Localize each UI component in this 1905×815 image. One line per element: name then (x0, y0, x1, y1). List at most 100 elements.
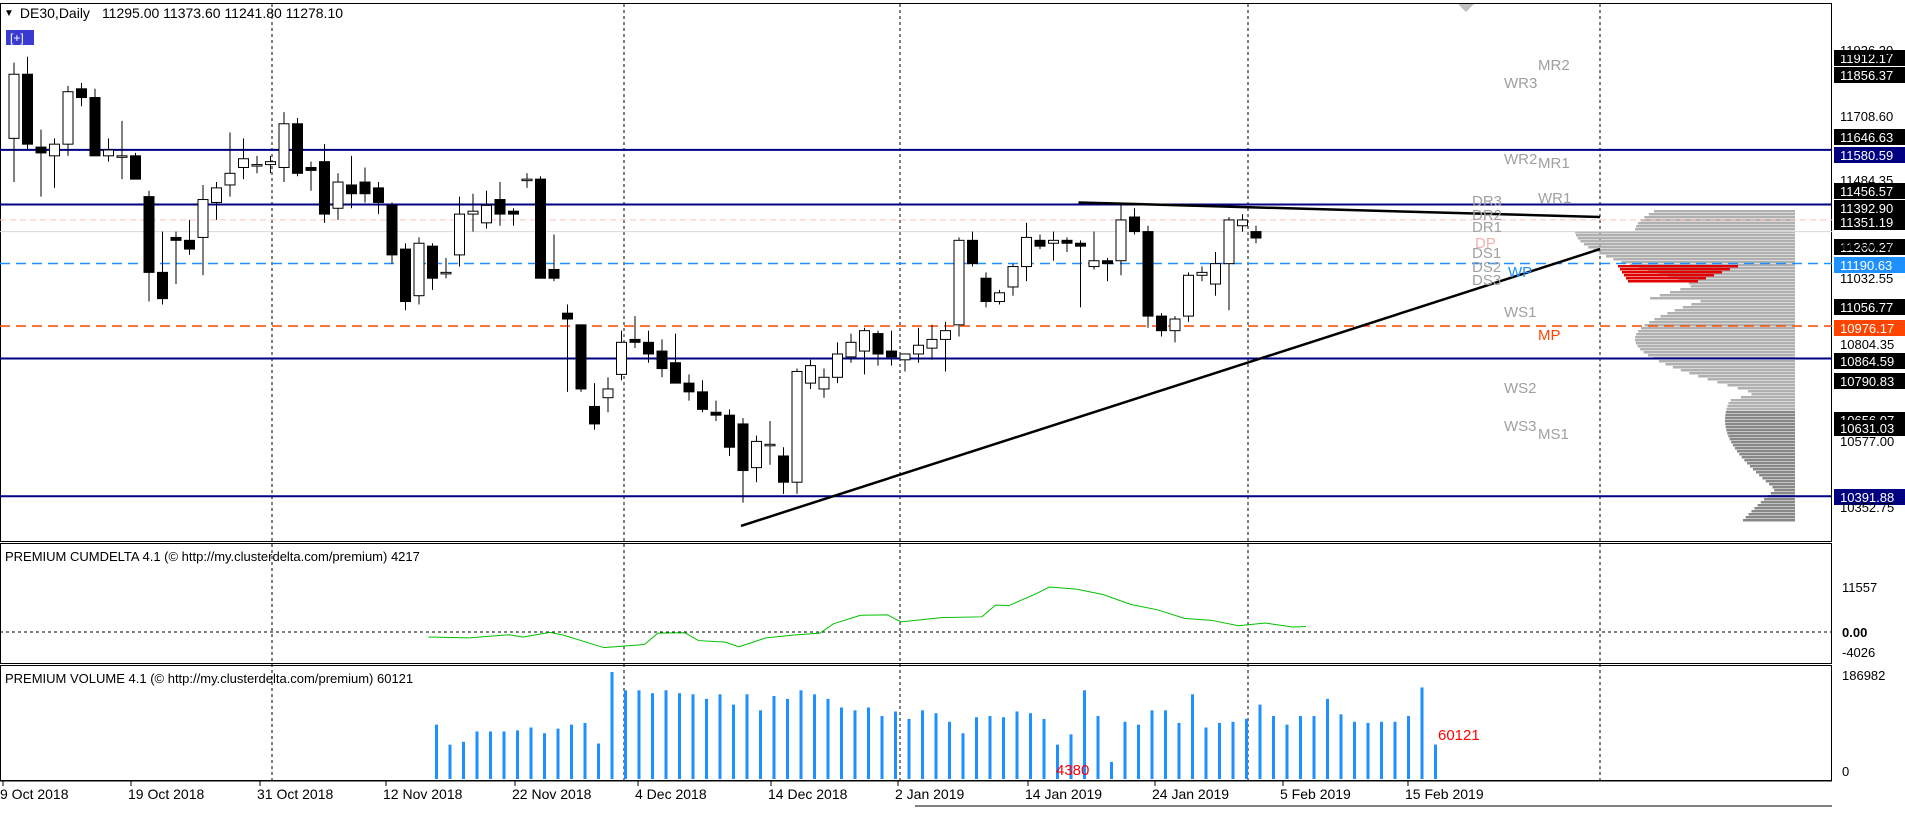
volume-bar (1029, 713, 1032, 779)
price-tag (1834, 129, 1905, 145)
profile-bar (1636, 333, 1795, 336)
profile-bar (1745, 516, 1795, 519)
profile-bar (1764, 498, 1795, 501)
menu-arrow-icon[interactable]: ▼ (4, 7, 14, 19)
volume-bar (1069, 734, 1073, 779)
profile-bar (1732, 444, 1795, 447)
candle-body (818, 376, 830, 390)
profile-bar (1648, 213, 1795, 216)
pivot-label-mp: MP (1538, 327, 1561, 344)
profile-bar (1770, 492, 1795, 495)
time-axis[interactable]: 9 Oct 2018 19 Oct 2018 31 Oct 2018 12 Nov 2… (0, 781, 1832, 807)
profile-bar (1575, 234, 1795, 237)
candle-body (89, 97, 101, 157)
price-tag (1834, 299, 1905, 315)
volume-bar (1164, 710, 1167, 779)
candle-body (1237, 219, 1248, 227)
pivot-label-wr2: WR2 (1504, 151, 1537, 168)
trendlines[interactable] (740, 201, 1601, 528)
profile-bar (1754, 507, 1795, 510)
volume-bar (732, 704, 735, 779)
price-axis[interactable]: 11936.30 11708.60 11484.35 11260.27 1103… (1840, 43, 1894, 515)
volume-bar (475, 731, 479, 779)
profile-poc-bar (1618, 265, 1738, 268)
volume-bar (1177, 722, 1181, 779)
candle-body (130, 155, 141, 180)
volume-bar (1056, 744, 1059, 779)
price-axis-label: 11260.27 (1840, 238, 1893, 253)
pivot-label-ds3: DS3 (1472, 272, 1501, 289)
candle-body (764, 443, 776, 447)
candle-body (103, 149, 114, 157)
candle-body (224, 172, 236, 186)
candle-body (643, 341, 654, 355)
profile-bar (1741, 456, 1795, 459)
volume-bar (1015, 711, 1019, 779)
volume-bar (1299, 716, 1302, 779)
volume-bar (718, 694, 722, 779)
volume-bar (543, 733, 546, 779)
volume-bar (772, 696, 776, 779)
volume-bar (1272, 716, 1275, 779)
price-tag (1834, 147, 1905, 163)
candle-body (346, 184, 357, 195)
profile-bar (1727, 405, 1795, 408)
price-axis-label: 10577.00 (1840, 434, 1894, 449)
trendline-support (740, 247, 1601, 528)
shift-marker-icon[interactable] (1458, 4, 1474, 12)
profile-bar (1749, 465, 1795, 468)
volume-bar (1420, 687, 1424, 779)
volume-bar (961, 733, 965, 779)
candle-body (76, 88, 87, 99)
price-tag (1834, 353, 1905, 369)
volume-bar (1110, 761, 1113, 779)
candle-body (184, 239, 195, 250)
candle-body (1183, 274, 1194, 317)
profile-bar (1725, 417, 1795, 420)
candle-body (494, 199, 506, 215)
volume-bar (583, 722, 587, 779)
profile-bar (1772, 486, 1795, 489)
price-tag-label: 10976.17 (1840, 321, 1894, 336)
candle-body (1210, 263, 1221, 285)
candle-body (616, 341, 627, 375)
volume-bar (907, 718, 911, 779)
profile-bar (1599, 252, 1795, 255)
candle-body (953, 239, 965, 326)
chart-symbol: DE30,Daily (19, 5, 90, 21)
volume-bar (1407, 716, 1410, 779)
candle-body (562, 312, 573, 320)
profile-bar (1760, 501, 1795, 504)
time-axis-label: 14 Dec 2018 (768, 786, 848, 802)
profile-bar (1637, 345, 1795, 348)
profile-bar (1680, 369, 1795, 372)
pivot-label-ds2: DS2 (1472, 259, 1501, 276)
profile-bar (1726, 429, 1795, 432)
candle-body (454, 213, 465, 256)
candle-body (1021, 236, 1032, 268)
profile-bar (1680, 288, 1795, 291)
price-axis-label: 11708.60 (1840, 109, 1893, 124)
price-tag-label: 11912.17 (1840, 51, 1893, 66)
volume-bar (624, 690, 627, 779)
pivot-label-ws2: WS2 (1504, 380, 1537, 397)
volume-bar (894, 711, 897, 779)
expand-badge[interactable] (6, 30, 34, 45)
profile-bar (1635, 339, 1795, 342)
candle-body (170, 236, 182, 241)
candle-body (899, 353, 911, 361)
pivot-label-wr1: WR1 (1538, 190, 1571, 207)
volume-bar (799, 690, 803, 779)
profile-bar (1728, 435, 1795, 438)
trendline-resistance (1078, 201, 1601, 219)
volume-profile (1575, 210, 1795, 522)
profile-bar (1660, 315, 1795, 318)
volume-bar (1326, 698, 1329, 779)
candle-body (1075, 242, 1086, 247)
candle-body (413, 242, 425, 297)
price-tag-label: 11351.19 (1840, 215, 1893, 230)
volume-bar (664, 690, 668, 779)
time-axis-label: 19 Oct 2018 (128, 786, 204, 802)
candle-body (1007, 266, 1019, 288)
